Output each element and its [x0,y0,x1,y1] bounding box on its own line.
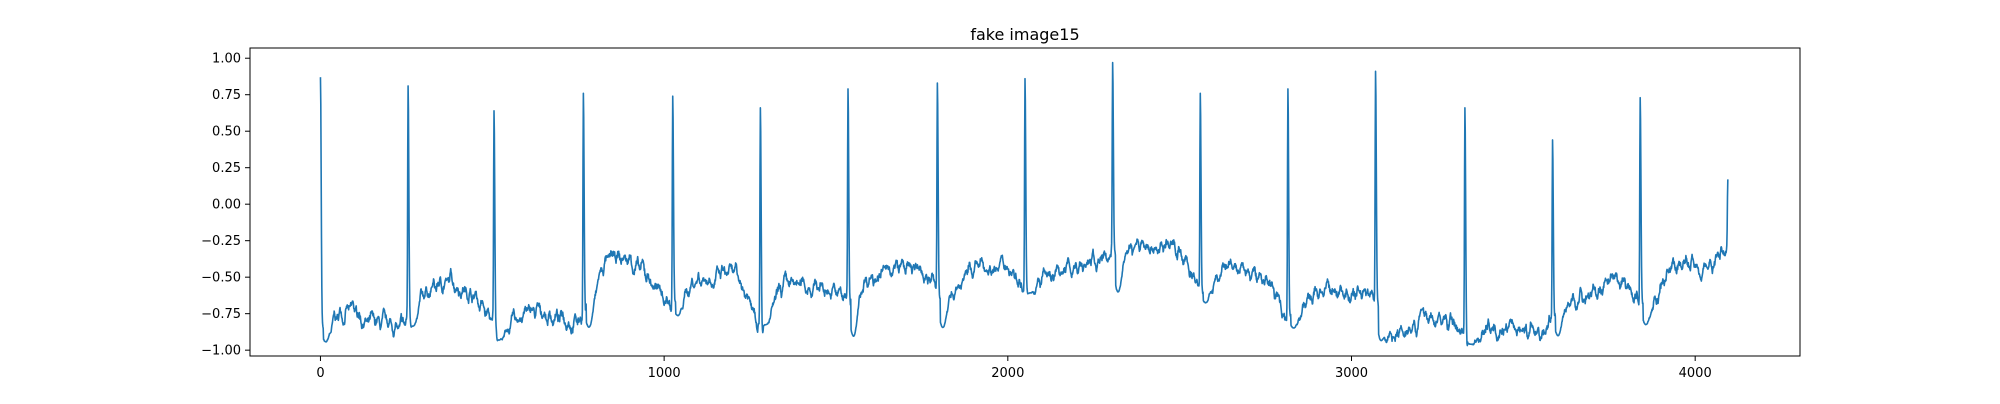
x-tick-label: 3000 [1335,366,1368,381]
plot-area [320,63,1727,346]
x-tick-label: 1000 [648,366,681,381]
y-tick-label: 0.25 [212,161,241,176]
x-tick-label: 0 [316,366,324,381]
y-tick-label: 0.50 [212,125,241,140]
y-axis: 1.00 0.75 0.50 0.25 0.00 −0.25 −0.50 −0.75 −1.00 [201,52,250,359]
y-tick-label: 1.00 [212,52,241,67]
y-tick-label: −0.50 [201,271,241,286]
series-line [320,63,1727,346]
y-tick-label: −0.25 [201,234,241,249]
chart-title: fake image15 [970,25,1079,44]
y-tick-label: −0.75 [201,307,241,322]
y-tick-label: 0.75 [212,88,241,103]
x-tick-label: 4000 [1679,366,1712,381]
y-tick-label: 0.00 [212,198,241,213]
y-tick-label: −1.00 [201,344,241,359]
x-tick-label: 2000 [991,366,1024,381]
x-axis: 0 1000 2000 3000 4000 [316,356,1711,381]
